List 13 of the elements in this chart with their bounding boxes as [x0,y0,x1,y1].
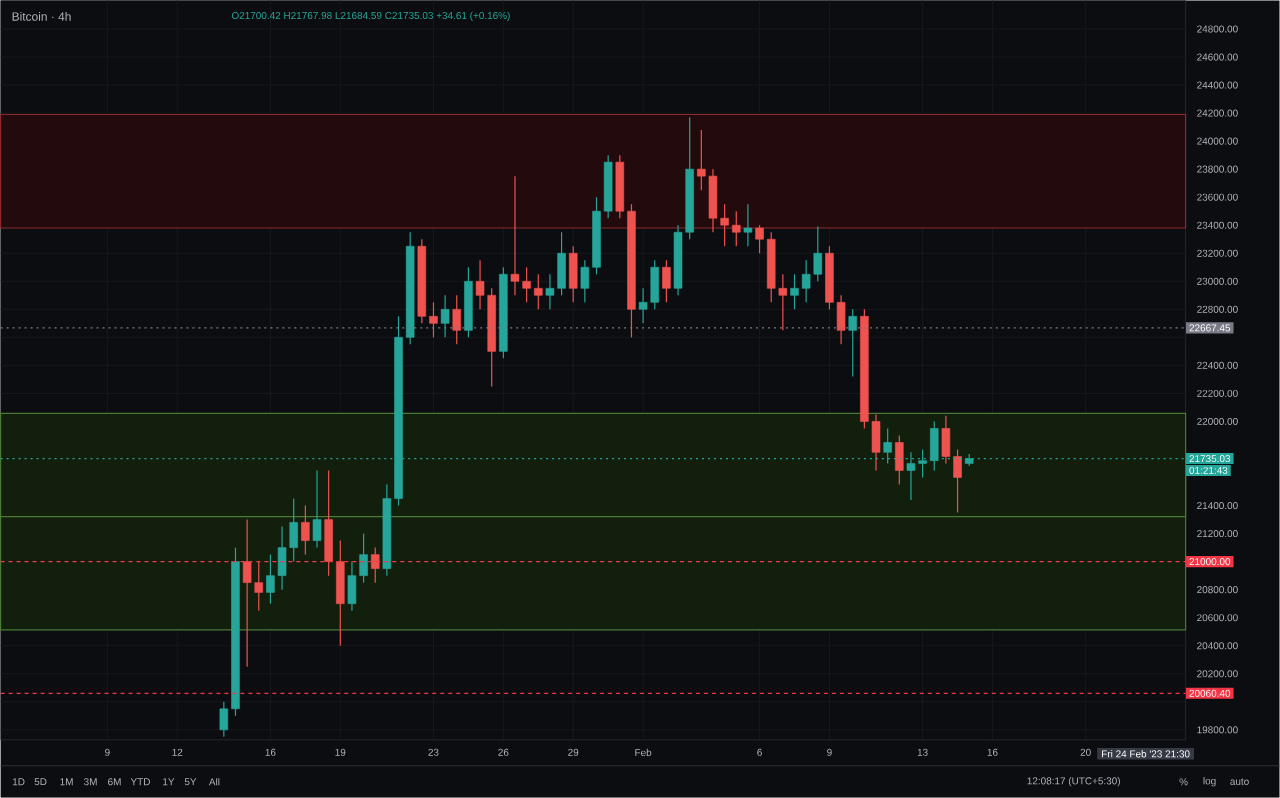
candlestick [440,294,450,339]
candlestick [301,505,310,556]
candlestick [568,245,578,304]
candlestick [895,434,904,486]
candlestick [336,540,345,647]
candlestick [743,203,753,247]
candlestick [452,294,462,346]
candlestick [324,470,333,577]
candlestick [312,470,322,549]
candlestick [370,547,380,584]
candlestick [580,259,590,304]
candlestick [662,259,671,304]
candlestick [848,308,857,378]
